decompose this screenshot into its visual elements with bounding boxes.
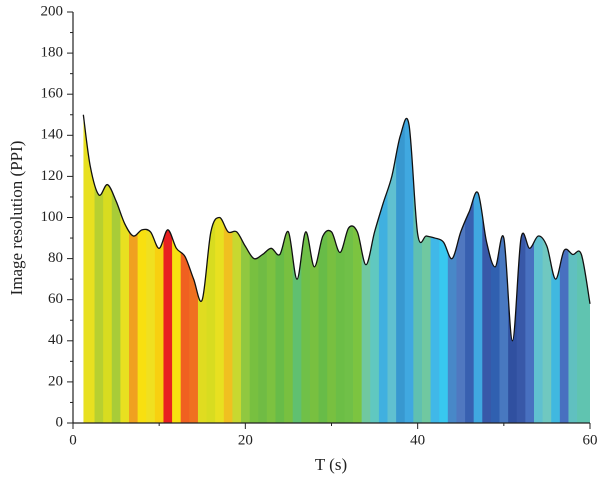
x-tick-label: 0 <box>69 432 77 448</box>
strip <box>396 114 406 423</box>
strip <box>137 114 147 423</box>
strip <box>83 114 88 423</box>
strip <box>318 114 328 423</box>
strip <box>249 114 259 423</box>
strips <box>83 114 590 423</box>
strip <box>585 114 590 423</box>
strip <box>516 114 526 423</box>
strip <box>568 114 578 423</box>
strip <box>559 114 569 423</box>
strip <box>197 114 207 423</box>
strip <box>499 114 509 423</box>
strip <box>232 114 242 423</box>
y-axis-label: Image resolution (PPI) <box>7 141 26 296</box>
strip <box>103 114 113 423</box>
strip <box>327 114 337 423</box>
x-tick-label: 60 <box>583 432 598 448</box>
strip <box>387 114 397 423</box>
y-tick-label: 60 <box>48 291 63 307</box>
strip <box>413 114 423 423</box>
strip <box>309 114 319 423</box>
strip <box>292 114 302 423</box>
strip <box>353 114 363 423</box>
strip <box>542 114 552 423</box>
y-tick-label: 160 <box>41 86 64 102</box>
y-tick-label: 180 <box>41 45 64 61</box>
y-tick-label: 0 <box>56 414 64 430</box>
foreground: 0 20 40 60 80 100 120 140 160 180 200 0 20 40 60 <box>41 3 598 448</box>
x-tick-label: 40 <box>410 432 425 448</box>
strip <box>129 114 139 423</box>
y-tick-label: 40 <box>48 332 63 348</box>
strip <box>215 114 225 423</box>
y-tick-label: 80 <box>48 250 63 266</box>
strip <box>533 114 544 423</box>
strip <box>490 114 500 423</box>
strip <box>266 114 276 423</box>
strip <box>258 114 268 423</box>
strip <box>120 114 130 423</box>
strip <box>189 114 199 423</box>
strip <box>163 114 173 423</box>
strip <box>577 114 587 423</box>
strip <box>404 114 414 423</box>
strip <box>447 114 457 423</box>
strip <box>361 114 371 423</box>
strip <box>551 114 561 423</box>
strip <box>154 114 164 423</box>
strip <box>223 114 233 423</box>
curve <box>82 114 591 342</box>
strip <box>439 114 449 423</box>
strip <box>430 114 440 423</box>
strip <box>525 114 535 423</box>
x-tick-label: 20 <box>238 432 253 448</box>
strip <box>335 114 345 423</box>
strip <box>180 114 190 423</box>
strip <box>456 114 466 423</box>
strip <box>94 114 104 423</box>
strip <box>206 114 216 423</box>
y-tick-label: 200 <box>41 3 64 19</box>
strip <box>284 114 294 423</box>
strip <box>241 114 251 423</box>
strip <box>508 114 518 423</box>
strip <box>301 114 311 423</box>
strip <box>86 114 95 423</box>
strip <box>378 114 388 423</box>
strip <box>146 114 156 423</box>
strip <box>275 114 285 423</box>
strip <box>473 114 483 423</box>
y-tick-label: 120 <box>41 168 64 184</box>
strip <box>482 114 492 423</box>
strip <box>111 114 121 423</box>
strip <box>421 114 431 423</box>
strip <box>465 114 475 423</box>
strip <box>370 114 380 423</box>
y-tick-label: 140 <box>41 127 64 143</box>
x-axis-label: T (s) <box>315 455 347 474</box>
y-tick-label: 100 <box>41 209 64 225</box>
y-tick-label: 20 <box>48 373 63 389</box>
strip <box>344 114 354 423</box>
strip <box>172 114 182 423</box>
